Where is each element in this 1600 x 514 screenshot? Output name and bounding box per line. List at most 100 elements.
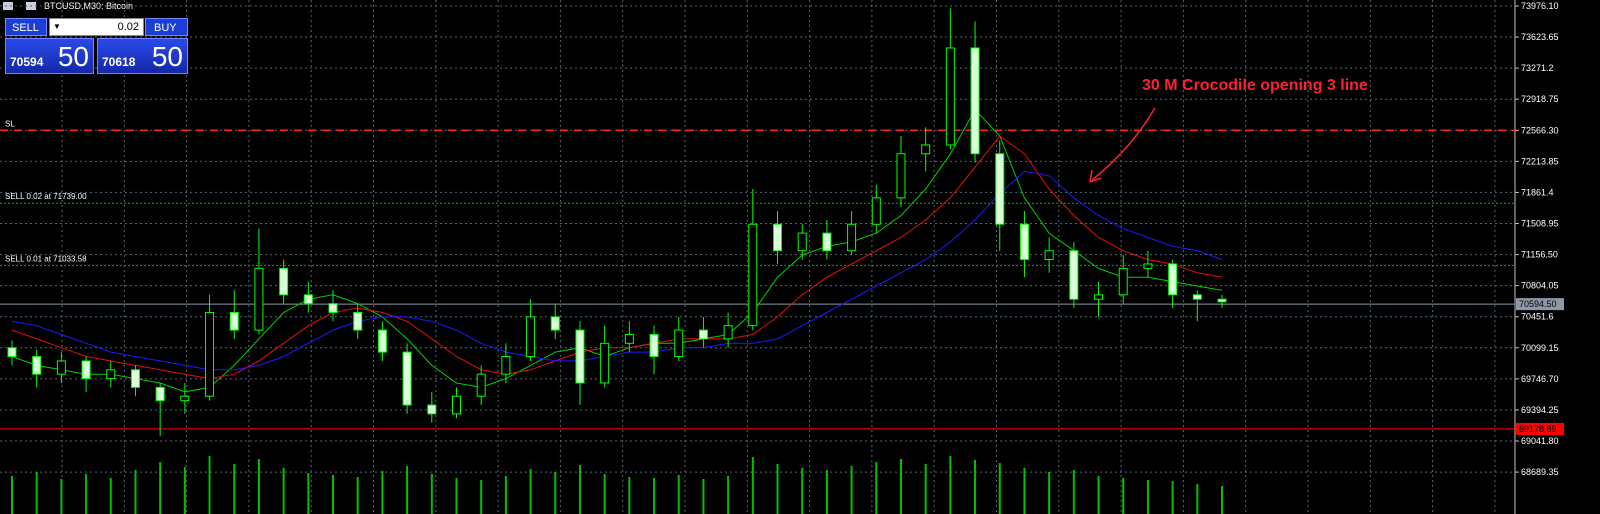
volume-bar [751, 457, 754, 514]
candle-body [180, 395, 190, 402]
bid-pips: 50 [57, 41, 89, 72]
y-tick-label: 73623.65 [1521, 32, 1559, 42]
candle-body [106, 369, 116, 380]
y-tick-label: 73976.10 [1521, 1, 1559, 11]
volume-bar [159, 462, 162, 514]
candle-body [526, 316, 536, 358]
volume-bar [949, 456, 952, 514]
y-tick-label: 70451.6 [1521, 312, 1554, 322]
candle-body [328, 303, 338, 313]
volume-bar [924, 464, 927, 514]
volume-bar [1048, 472, 1051, 514]
candle-body [279, 267, 289, 296]
candle-body [32, 356, 42, 375]
bid-quote[interactable]: 70594 50 [5, 38, 94, 74]
volume-bar [974, 460, 977, 514]
candle-body [1118, 267, 1128, 296]
volume-bar [381, 471, 384, 514]
volume-bar [480, 480, 483, 514]
price-tag-box [1516, 298, 1564, 311]
ma-line [11, 108, 1223, 393]
volume-bar [554, 472, 557, 514]
volume-bar [727, 476, 730, 514]
y-tick-label: 70804.05 [1521, 281, 1559, 291]
candle-body [130, 369, 140, 388]
volume-bar [208, 456, 211, 514]
volume-bar [282, 468, 285, 514]
candle-body [624, 333, 634, 344]
candle-body [822, 232, 832, 252]
volume-bar [776, 464, 779, 514]
volume-bar [1221, 486, 1223, 514]
y-tick-label: 71508.95 [1521, 219, 1559, 229]
y-tick-label: 71861.4 [1521, 187, 1554, 197]
volume-bar [504, 476, 507, 514]
one-click-panel: SELL ▼ 0.02 BUY 70594 50 70618 50 [5, 18, 188, 74]
candle-body [921, 144, 931, 155]
annotation-arrow [1091, 107, 1156, 181]
volume-bar [11, 476, 13, 514]
candle-body [1217, 298, 1227, 303]
chart-title: BTCUSD,M30: Bitcoin [44, 1, 133, 11]
candle-body [501, 356, 511, 375]
candle-body [723, 325, 733, 340]
sell-button[interactable]: SELL [5, 18, 47, 36]
volume-bar [998, 463, 1001, 514]
lot-input[interactable]: ▼ 0.02 [49, 18, 144, 36]
ask-pips: 50 [151, 41, 183, 72]
candle-body [476, 373, 486, 397]
candle-body [847, 223, 857, 252]
volume-bar [875, 462, 878, 514]
volume-bar [578, 465, 581, 514]
volume-bar [109, 478, 112, 514]
candle-body [698, 329, 708, 340]
candle-body [797, 232, 807, 252]
annotation-arrow-head [1089, 169, 1102, 183]
candle-body [1069, 250, 1079, 300]
volume-bar [1196, 484, 1199, 514]
volume-bar [603, 474, 606, 514]
volume-bar [307, 473, 310, 514]
y-tick-label: 69394.25 [1521, 405, 1559, 415]
candle-body [377, 329, 387, 353]
volume-bar [702, 479, 705, 514]
candle-body [773, 223, 783, 252]
y-tick-label: 68689.35 [1521, 467, 1559, 477]
candle-body [254, 267, 264, 331]
volume-bar [1171, 481, 1174, 514]
volume-bar [850, 466, 853, 514]
candle-body [427, 404, 437, 415]
volume-bar [332, 475, 335, 514]
buy-button[interactable]: BUY [145, 18, 188, 36]
candle-body [896, 153, 906, 199]
candle-body [229, 311, 239, 331]
lot-arrow[interactable]: ▼ [53, 22, 61, 31]
ma-line [11, 135, 1223, 380]
candle-body [575, 329, 585, 384]
bid-main: 70594 [10, 55, 44, 69]
candle-body [748, 223, 758, 327]
volume-bar [628, 477, 631, 514]
ask-quote[interactable]: 70618 50 [97, 38, 188, 74]
annotation: 30 M Crocodile opening 3 line [1142, 77, 1368, 94]
candle-body [1192, 294, 1202, 300]
candle-body [81, 360, 91, 380]
volume-bar [134, 470, 137, 514]
volume-bar [1023, 468, 1026, 514]
candle-body [600, 342, 610, 384]
candle-body [970, 47, 980, 155]
menu-icon[interactable] [3, 2, 13, 10]
y-tick-label: 72918.75 [1521, 94, 1559, 104]
volume-bar [35, 472, 38, 514]
candle-body [1044, 250, 1054, 261]
y-tick-label: 72566.30 [1521, 125, 1559, 135]
candle-body [674, 329, 684, 358]
volume-bar [1122, 478, 1125, 514]
candle-body [402, 351, 412, 406]
y-tick-label: 69746.70 [1521, 374, 1559, 384]
y-tick-label: 69041.80 [1521, 436, 1559, 446]
candle-body [56, 360, 66, 375]
candle-body [353, 311, 363, 331]
volume-bar [60, 479, 63, 514]
